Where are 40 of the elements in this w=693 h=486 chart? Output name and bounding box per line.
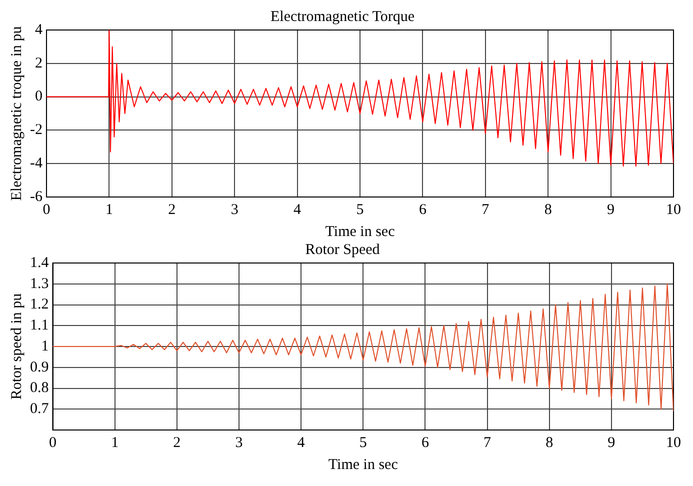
y-tick-label: 0 (34, 88, 42, 105)
x-tick-label: 1 (111, 434, 119, 451)
chart-title: Electromagnetic Torque (270, 8, 415, 25)
y-tick-label: 4 (34, 22, 43, 38)
y-tick-label: -4 (30, 156, 43, 172)
x-tick-label: 2 (173, 434, 181, 451)
x-tick-label: 9 (608, 434, 616, 451)
x-tick-label: 5 (356, 202, 364, 218)
y-axis-title: Electromagnetic troque in pu (8, 26, 25, 201)
y-tick-label: 0.7 (30, 401, 50, 418)
y-tick-label: 0.8 (30, 380, 49, 396)
x-tick-label: 7 (484, 434, 492, 451)
x-tick-label: 10 (666, 434, 681, 451)
x-tick-label: 10 (666, 202, 681, 218)
x-tick-label: 2 (168, 202, 176, 218)
x-tick-label: 4 (297, 434, 306, 451)
x-tick-label: 1 (105, 202, 113, 218)
x-tick-label: 8 (544, 202, 552, 218)
chart-title: Rotor Speed (305, 242, 380, 258)
y-tick-label: 2 (34, 55, 42, 72)
x-tick-label: 4 (294, 202, 302, 218)
y-axis-title: Rotor speed in pu (8, 292, 25, 400)
x-tick-label: 8 (546, 434, 554, 451)
y-tick-label: -6 (30, 188, 43, 205)
y-tick-label: 1.2 (30, 296, 49, 313)
x-tick-label: 9 (607, 202, 615, 218)
x-tick-label: 5 (359, 434, 367, 451)
x-axis-title: Time in sec (328, 456, 398, 473)
y-tick-label: 1.4 (30, 254, 50, 271)
x-tick-label: 3 (235, 434, 243, 451)
x-tick-label: 6 (418, 202, 427, 218)
y-tick-label: 1 (41, 338, 49, 354)
x-tick-label: 6 (421, 434, 430, 451)
x-axis-title: Time in sec (325, 224, 396, 240)
x-tick-label: 3 (230, 202, 238, 218)
y-tick-label: 1.3 (30, 276, 49, 292)
y-tick-label: 1.1 (30, 318, 49, 334)
y-tick-label: 0.9 (30, 359, 49, 376)
y-tick-label: -2 (30, 122, 42, 138)
x-tick-label: 7 (482, 202, 490, 218)
